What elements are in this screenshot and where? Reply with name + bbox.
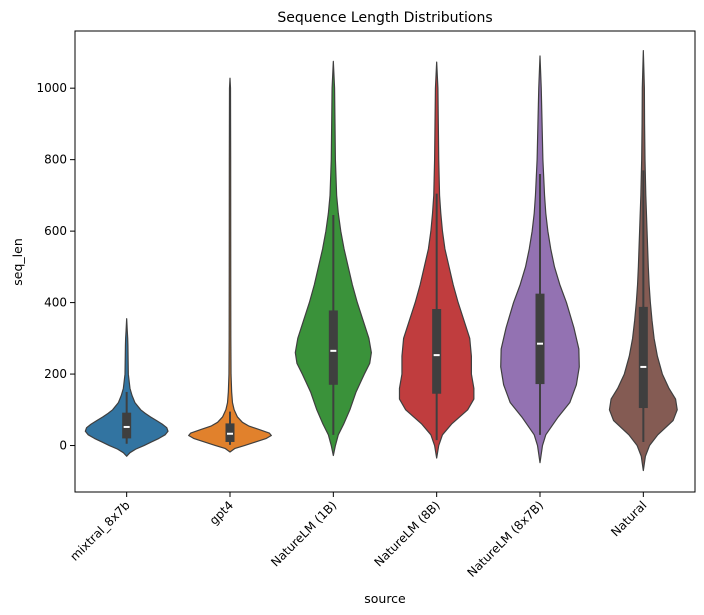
violin-iqr-box xyxy=(328,310,338,385)
x-axis-label: source xyxy=(364,591,406,606)
violin-body xyxy=(188,77,272,453)
x-tick-label: mixtral_8x7b xyxy=(67,498,132,563)
x-tick-label: gpt4 xyxy=(207,498,236,527)
violin-iqr-box xyxy=(432,309,442,394)
plot-area xyxy=(84,50,678,472)
x-tick-label: NatureLM (8B) xyxy=(372,498,443,569)
y-tick-label: 800 xyxy=(44,153,67,167)
violin-3 xyxy=(398,61,475,459)
violin-0 xyxy=(84,318,169,457)
violin-2 xyxy=(294,60,372,457)
x-tick-label: NatureLM (8x7B) xyxy=(464,498,546,580)
y-tick-label: 400 xyxy=(44,296,67,310)
violin-iqr-box xyxy=(535,293,545,385)
violin-iqr-box xyxy=(225,423,235,442)
y-tick-label: 1000 xyxy=(36,81,67,95)
x-axis: mixtral_8x7b gpt4 NatureLM (1B) NatureLM (8… xyxy=(67,492,649,580)
violin-body xyxy=(84,318,169,457)
x-tick-label: Natural xyxy=(608,498,649,539)
violin-1 xyxy=(188,77,272,453)
chart-title: Sequence Length Distributions xyxy=(277,10,492,26)
violin-iqr-box xyxy=(122,412,132,439)
x-tick-label: NatureLM (1B) xyxy=(268,498,339,569)
y-axis: 0 200 400 600 800 1000 xyxy=(36,81,75,453)
y-tick-label: 200 xyxy=(44,367,67,381)
violin-5 xyxy=(608,50,678,472)
violin-4 xyxy=(500,55,580,464)
y-tick-label: 0 xyxy=(59,439,67,453)
y-axis-label: seq_len xyxy=(10,238,25,285)
violin-iqr-box xyxy=(638,306,648,409)
axes-frame xyxy=(74,30,696,493)
y-tick-label: 600 xyxy=(44,224,67,238)
